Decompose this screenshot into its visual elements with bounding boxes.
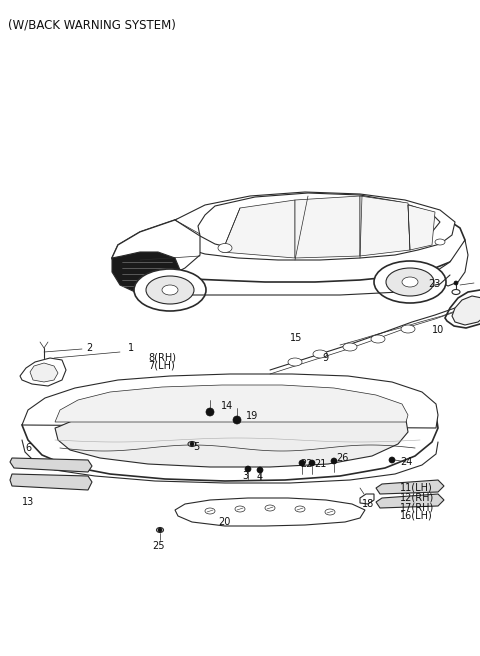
Text: 7(LH): 7(LH) xyxy=(148,361,175,371)
Ellipse shape xyxy=(233,416,241,424)
Polygon shape xyxy=(170,192,455,260)
Ellipse shape xyxy=(257,467,263,473)
Polygon shape xyxy=(30,363,58,382)
Ellipse shape xyxy=(146,276,194,304)
Text: 18: 18 xyxy=(362,499,374,509)
Polygon shape xyxy=(438,240,468,286)
Ellipse shape xyxy=(371,335,385,343)
Text: 2: 2 xyxy=(86,343,92,353)
Ellipse shape xyxy=(389,457,395,463)
Text: 8(RH): 8(RH) xyxy=(148,353,176,363)
Ellipse shape xyxy=(288,358,302,366)
Ellipse shape xyxy=(158,528,162,532)
Polygon shape xyxy=(360,494,374,504)
Text: 16(LH): 16(LH) xyxy=(400,511,433,521)
Text: 17(RH): 17(RH) xyxy=(400,502,434,512)
Ellipse shape xyxy=(299,460,305,466)
Ellipse shape xyxy=(331,458,337,464)
Text: 20: 20 xyxy=(218,517,230,527)
Ellipse shape xyxy=(205,508,215,514)
Polygon shape xyxy=(360,196,410,256)
Ellipse shape xyxy=(134,269,206,311)
Text: 10: 10 xyxy=(432,325,444,335)
Text: 4: 4 xyxy=(257,472,263,482)
Ellipse shape xyxy=(295,506,305,512)
Polygon shape xyxy=(408,205,435,250)
Text: 15: 15 xyxy=(290,333,302,343)
Ellipse shape xyxy=(245,466,251,472)
Text: (W/BACK WARNING SYSTEM): (W/BACK WARNING SYSTEM) xyxy=(8,18,176,31)
Text: 3: 3 xyxy=(242,471,248,481)
Text: 11(LH): 11(LH) xyxy=(400,483,433,493)
Text: 12(RH): 12(RH) xyxy=(400,492,434,502)
Text: 21: 21 xyxy=(314,459,326,469)
Polygon shape xyxy=(112,220,200,285)
Polygon shape xyxy=(175,498,365,526)
Text: 19: 19 xyxy=(246,411,258,421)
Ellipse shape xyxy=(435,239,445,245)
Polygon shape xyxy=(295,196,360,258)
Polygon shape xyxy=(22,374,438,428)
Ellipse shape xyxy=(265,505,275,511)
Ellipse shape xyxy=(402,277,418,287)
Ellipse shape xyxy=(309,460,315,466)
Ellipse shape xyxy=(190,442,194,446)
Text: 1: 1 xyxy=(128,343,134,353)
Ellipse shape xyxy=(313,350,327,358)
Text: 22: 22 xyxy=(300,459,312,469)
Text: 24: 24 xyxy=(400,457,412,467)
Ellipse shape xyxy=(452,289,460,295)
Ellipse shape xyxy=(162,285,178,295)
Polygon shape xyxy=(198,193,440,252)
Polygon shape xyxy=(20,358,66,386)
Polygon shape xyxy=(22,392,438,481)
Polygon shape xyxy=(376,480,444,494)
Ellipse shape xyxy=(386,268,434,296)
Polygon shape xyxy=(452,296,480,325)
Ellipse shape xyxy=(325,509,335,515)
Ellipse shape xyxy=(343,343,357,351)
Text: 6: 6 xyxy=(25,443,31,453)
Polygon shape xyxy=(222,200,295,258)
Text: 5: 5 xyxy=(193,442,199,452)
Text: 25: 25 xyxy=(152,541,165,551)
Polygon shape xyxy=(10,474,92,490)
Text: 26: 26 xyxy=(336,453,348,463)
Polygon shape xyxy=(10,458,92,472)
Text: 23: 23 xyxy=(428,279,440,289)
Polygon shape xyxy=(55,385,408,422)
Text: 14: 14 xyxy=(221,401,233,411)
Ellipse shape xyxy=(454,281,458,285)
Ellipse shape xyxy=(218,243,232,253)
Ellipse shape xyxy=(235,506,245,512)
Ellipse shape xyxy=(188,441,196,447)
Polygon shape xyxy=(112,203,465,287)
Polygon shape xyxy=(445,290,480,328)
Text: 13: 13 xyxy=(22,497,34,507)
Ellipse shape xyxy=(206,408,214,416)
Ellipse shape xyxy=(374,261,446,303)
Ellipse shape xyxy=(156,527,164,533)
Ellipse shape xyxy=(401,325,415,333)
Polygon shape xyxy=(55,400,408,467)
Polygon shape xyxy=(376,494,444,508)
Text: 9: 9 xyxy=(322,353,328,363)
Polygon shape xyxy=(112,252,180,294)
